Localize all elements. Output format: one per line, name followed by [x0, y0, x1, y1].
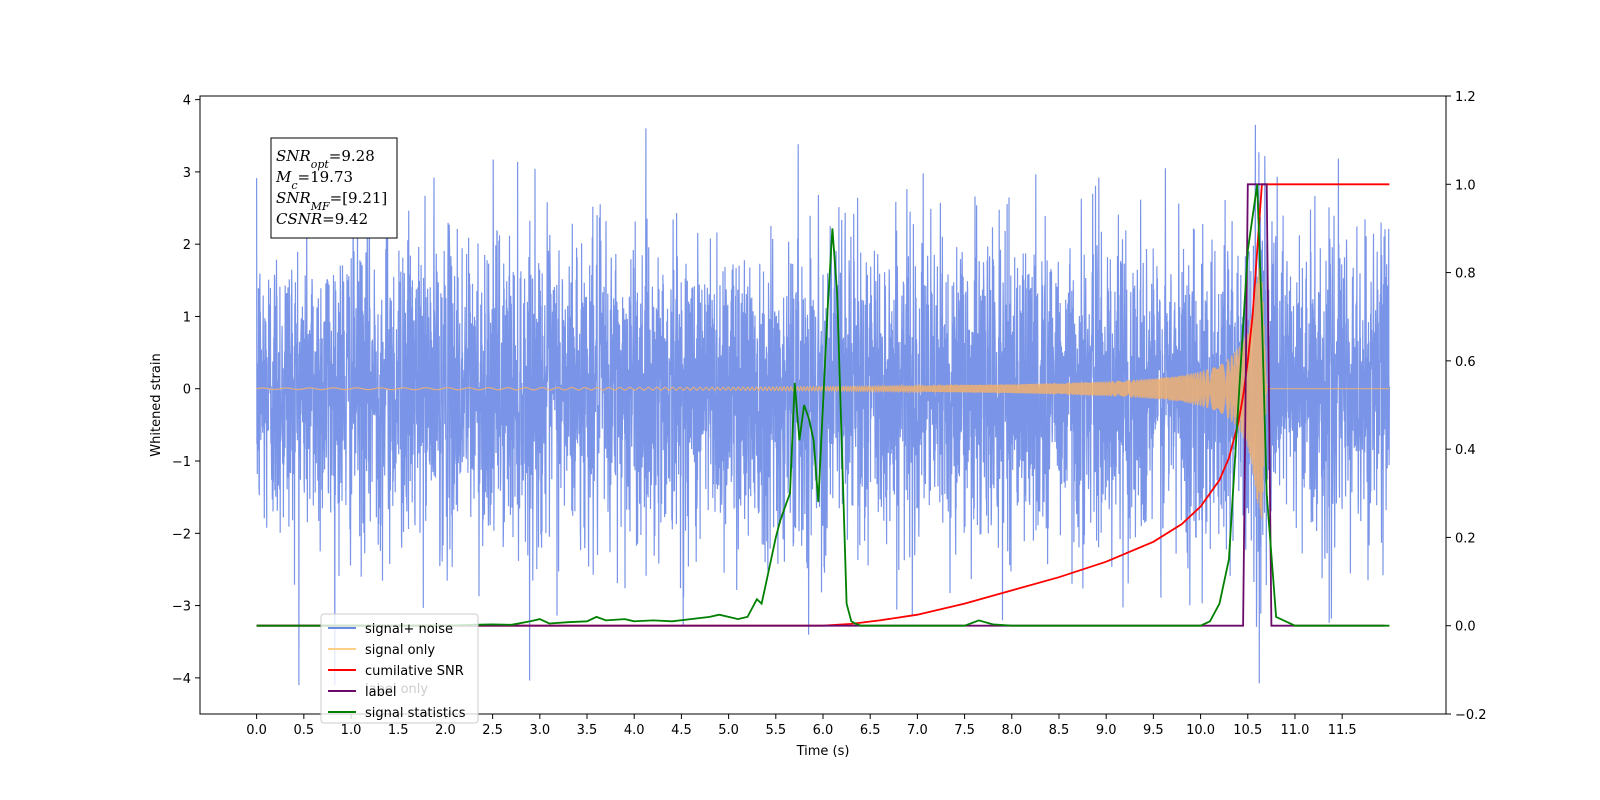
annotation-line: Mc=19.73 — [275, 168, 353, 192]
y-tick-label-right: 0.2 — [1455, 531, 1476, 546]
annotation-line: SNRopt=9.28 — [276, 147, 375, 171]
y-tick-label-right: 0.8 — [1455, 267, 1476, 282]
legend-label: signal only — [365, 643, 435, 658]
legend-label: cumilative SNR — [365, 664, 464, 679]
x-tick-label: 7.0 — [907, 723, 928, 738]
annotation-line: CSNR=9.42 — [276, 210, 368, 228]
y-tick-label-right: 0.0 — [1455, 620, 1476, 635]
legend-label: label — [365, 685, 396, 700]
series-signal-statistics — [256, 184, 1390, 627]
y-tick-label-right: −0.2 — [1455, 708, 1487, 723]
y-tick-label-left: 4 — [183, 94, 191, 109]
y-tick-label-right: 0.4 — [1455, 443, 1476, 458]
x-tick-label: 2.5 — [482, 723, 503, 738]
annotation-line: SNRMF=[9.21] — [276, 189, 387, 213]
x-tick-label: 5.0 — [718, 723, 739, 738]
legend-label: signal+ noise — [365, 622, 453, 637]
y-tick-label-left: 2 — [183, 238, 191, 253]
x-tick-label: 5.5 — [765, 723, 786, 738]
x-tick-label: 3.0 — [529, 723, 550, 738]
y-tick-label-left: 1 — [183, 310, 191, 325]
y-axis-right: 1.2 1.0 0.8 0.6 0.4 0.2 0.0 −0.2 — [1446, 90, 1487, 723]
x-axis: 0.0 0.5 1.0 1.5 2.0 2.5 3.0 3.5 4.0 4.5 5.0 5.5 6.0 6… — [246, 714, 1357, 738]
y-tick-label-left: −1 — [172, 455, 191, 470]
y-axis-left: 4 3 2 1 0 −1 −2 −3 −4 — [172, 94, 200, 687]
x-tick-label: 4.5 — [671, 723, 692, 738]
x-tick-label: 0.5 — [293, 723, 314, 738]
x-tick-label: 8.5 — [1049, 723, 1070, 738]
x-tick-label: 7.5 — [954, 723, 975, 738]
x-tick-label: 10.0 — [1186, 723, 1215, 738]
legend-frame — [320, 613, 479, 724]
y-tick-label-left: 3 — [183, 166, 191, 181]
x-tick-label: 1.5 — [388, 723, 409, 738]
y-tick-label-right: 0.6 — [1455, 355, 1476, 370]
x-tick-label: 6.0 — [813, 723, 834, 738]
x-tick-label: 0.0 — [246, 723, 267, 738]
y-tick-label-right: 1.0 — [1455, 178, 1476, 193]
series-layer — [256, 124, 1390, 686]
y-tick-label-left: −4 — [172, 672, 191, 687]
series-signal-noise — [256, 124, 1390, 686]
y-tick-label-left: −3 — [172, 600, 191, 615]
x-tick-label: 9.0 — [1096, 723, 1117, 738]
x-tick-label: 4.0 — [624, 723, 645, 738]
x-tick-label: 6.5 — [860, 723, 881, 738]
x-tick-label: 10.5 — [1233, 723, 1262, 738]
y-tick-label-right: 1.2 — [1455, 90, 1476, 105]
legend-label: signal statistics — [365, 706, 466, 721]
x-tick-label: 1.0 — [341, 723, 362, 738]
y-tick-label-left: 0 — [183, 383, 191, 398]
x-tick-label: 2.0 — [435, 723, 456, 738]
series-cumulative-snr — [256, 183, 1390, 627]
annotation-frame — [270, 137, 398, 239]
y-tick-label-left: −2 — [172, 527, 191, 542]
y-axis-title: Whitened strain — [149, 353, 164, 456]
x-tick-label: 8.0 — [1001, 723, 1022, 738]
x-tick-label: 11.5 — [1328, 723, 1357, 738]
x-tick-label: 9.5 — [1143, 723, 1164, 738]
x-tick-label: 3.5 — [577, 723, 598, 738]
x-axis-title: Time (s) — [796, 744, 850, 759]
x-tick-label: 11.0 — [1280, 723, 1309, 738]
